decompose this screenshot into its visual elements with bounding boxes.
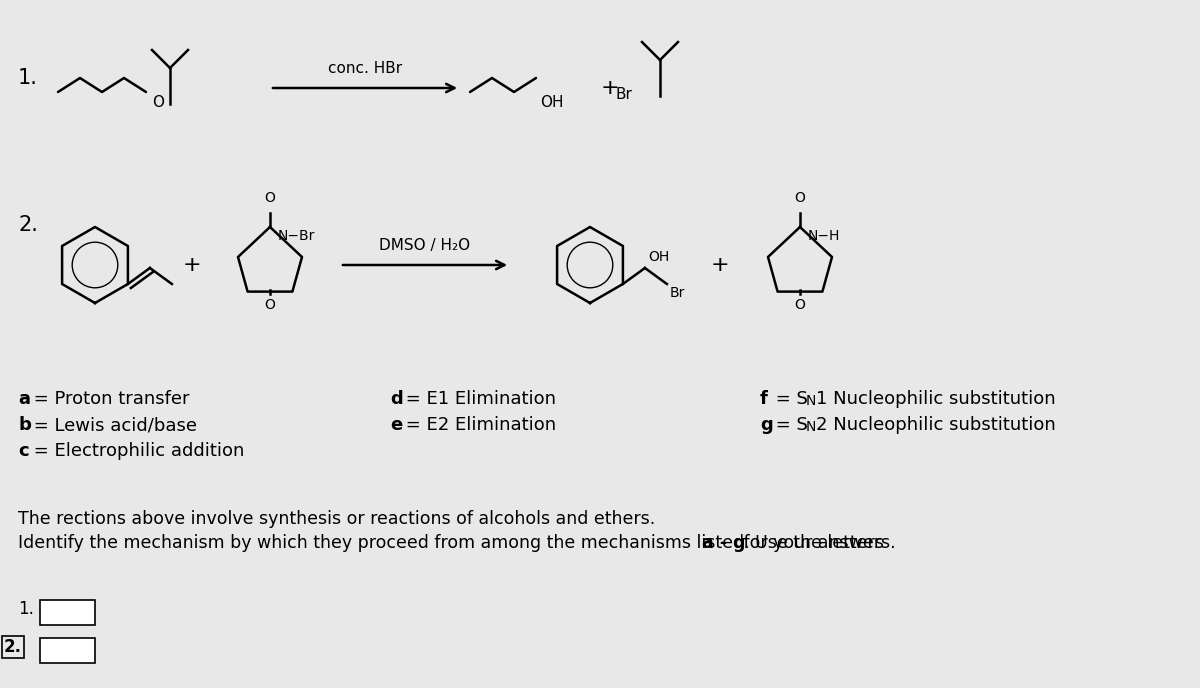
Text: = Electrophilic addition: = Electrophilic addition bbox=[28, 442, 245, 460]
Text: = Proton transfer: = Proton transfer bbox=[28, 390, 190, 408]
Text: N−H: N−H bbox=[808, 229, 840, 243]
Bar bbox=[40, 600, 95, 625]
Text: = E1 Elimination: = E1 Elimination bbox=[400, 390, 556, 408]
Text: OH: OH bbox=[648, 250, 670, 264]
Text: O: O bbox=[264, 191, 276, 205]
Text: 2.: 2. bbox=[4, 638, 22, 656]
Text: = S: = S bbox=[770, 390, 808, 408]
Text: conc. HBr: conc. HBr bbox=[328, 61, 402, 76]
Text: g: g bbox=[760, 416, 773, 434]
Text: a: a bbox=[18, 390, 30, 408]
Bar bbox=[40, 638, 95, 663]
Text: d: d bbox=[390, 390, 403, 408]
Text: for your answers.: for your answers. bbox=[738, 534, 895, 552]
Text: O: O bbox=[152, 94, 164, 109]
Text: The rections above involve synthesis or reactions of alcohols and ethers.: The rections above involve synthesis or … bbox=[18, 510, 655, 528]
Text: Br: Br bbox=[616, 87, 632, 102]
Text: O: O bbox=[794, 298, 805, 312]
Text: 2.: 2. bbox=[18, 215, 38, 235]
Text: f: f bbox=[760, 390, 768, 408]
Text: 2 Nucleophilic substitution: 2 Nucleophilic substitution bbox=[816, 416, 1056, 434]
Text: N: N bbox=[806, 420, 816, 434]
Text: DMSO / H₂O: DMSO / H₂O bbox=[379, 238, 470, 253]
Text: = S: = S bbox=[770, 416, 808, 434]
Text: O: O bbox=[794, 191, 805, 205]
Text: 1.: 1. bbox=[18, 600, 34, 618]
Text: c: c bbox=[18, 442, 29, 460]
Text: +: + bbox=[182, 255, 202, 275]
Text: a - g: a - g bbox=[702, 534, 745, 552]
Text: Br: Br bbox=[670, 286, 685, 300]
Text: b: b bbox=[18, 416, 31, 434]
Text: +: + bbox=[601, 78, 619, 98]
Text: O: O bbox=[264, 298, 276, 312]
Text: N−Br: N−Br bbox=[278, 229, 316, 243]
Text: e: e bbox=[390, 416, 402, 434]
Text: 1.: 1. bbox=[18, 68, 38, 88]
Text: +: + bbox=[710, 255, 730, 275]
Text: = E2 Elimination: = E2 Elimination bbox=[400, 416, 556, 434]
Text: N: N bbox=[806, 394, 816, 408]
Text: Identify the mechanism by which they proceed from among the mechanisms listed. U: Identify the mechanism by which they pro… bbox=[18, 534, 889, 552]
Text: = Lewis acid/base: = Lewis acid/base bbox=[28, 416, 197, 434]
Text: OH: OH bbox=[540, 94, 564, 109]
Text: 1 Nucleophilic substitution: 1 Nucleophilic substitution bbox=[816, 390, 1056, 408]
